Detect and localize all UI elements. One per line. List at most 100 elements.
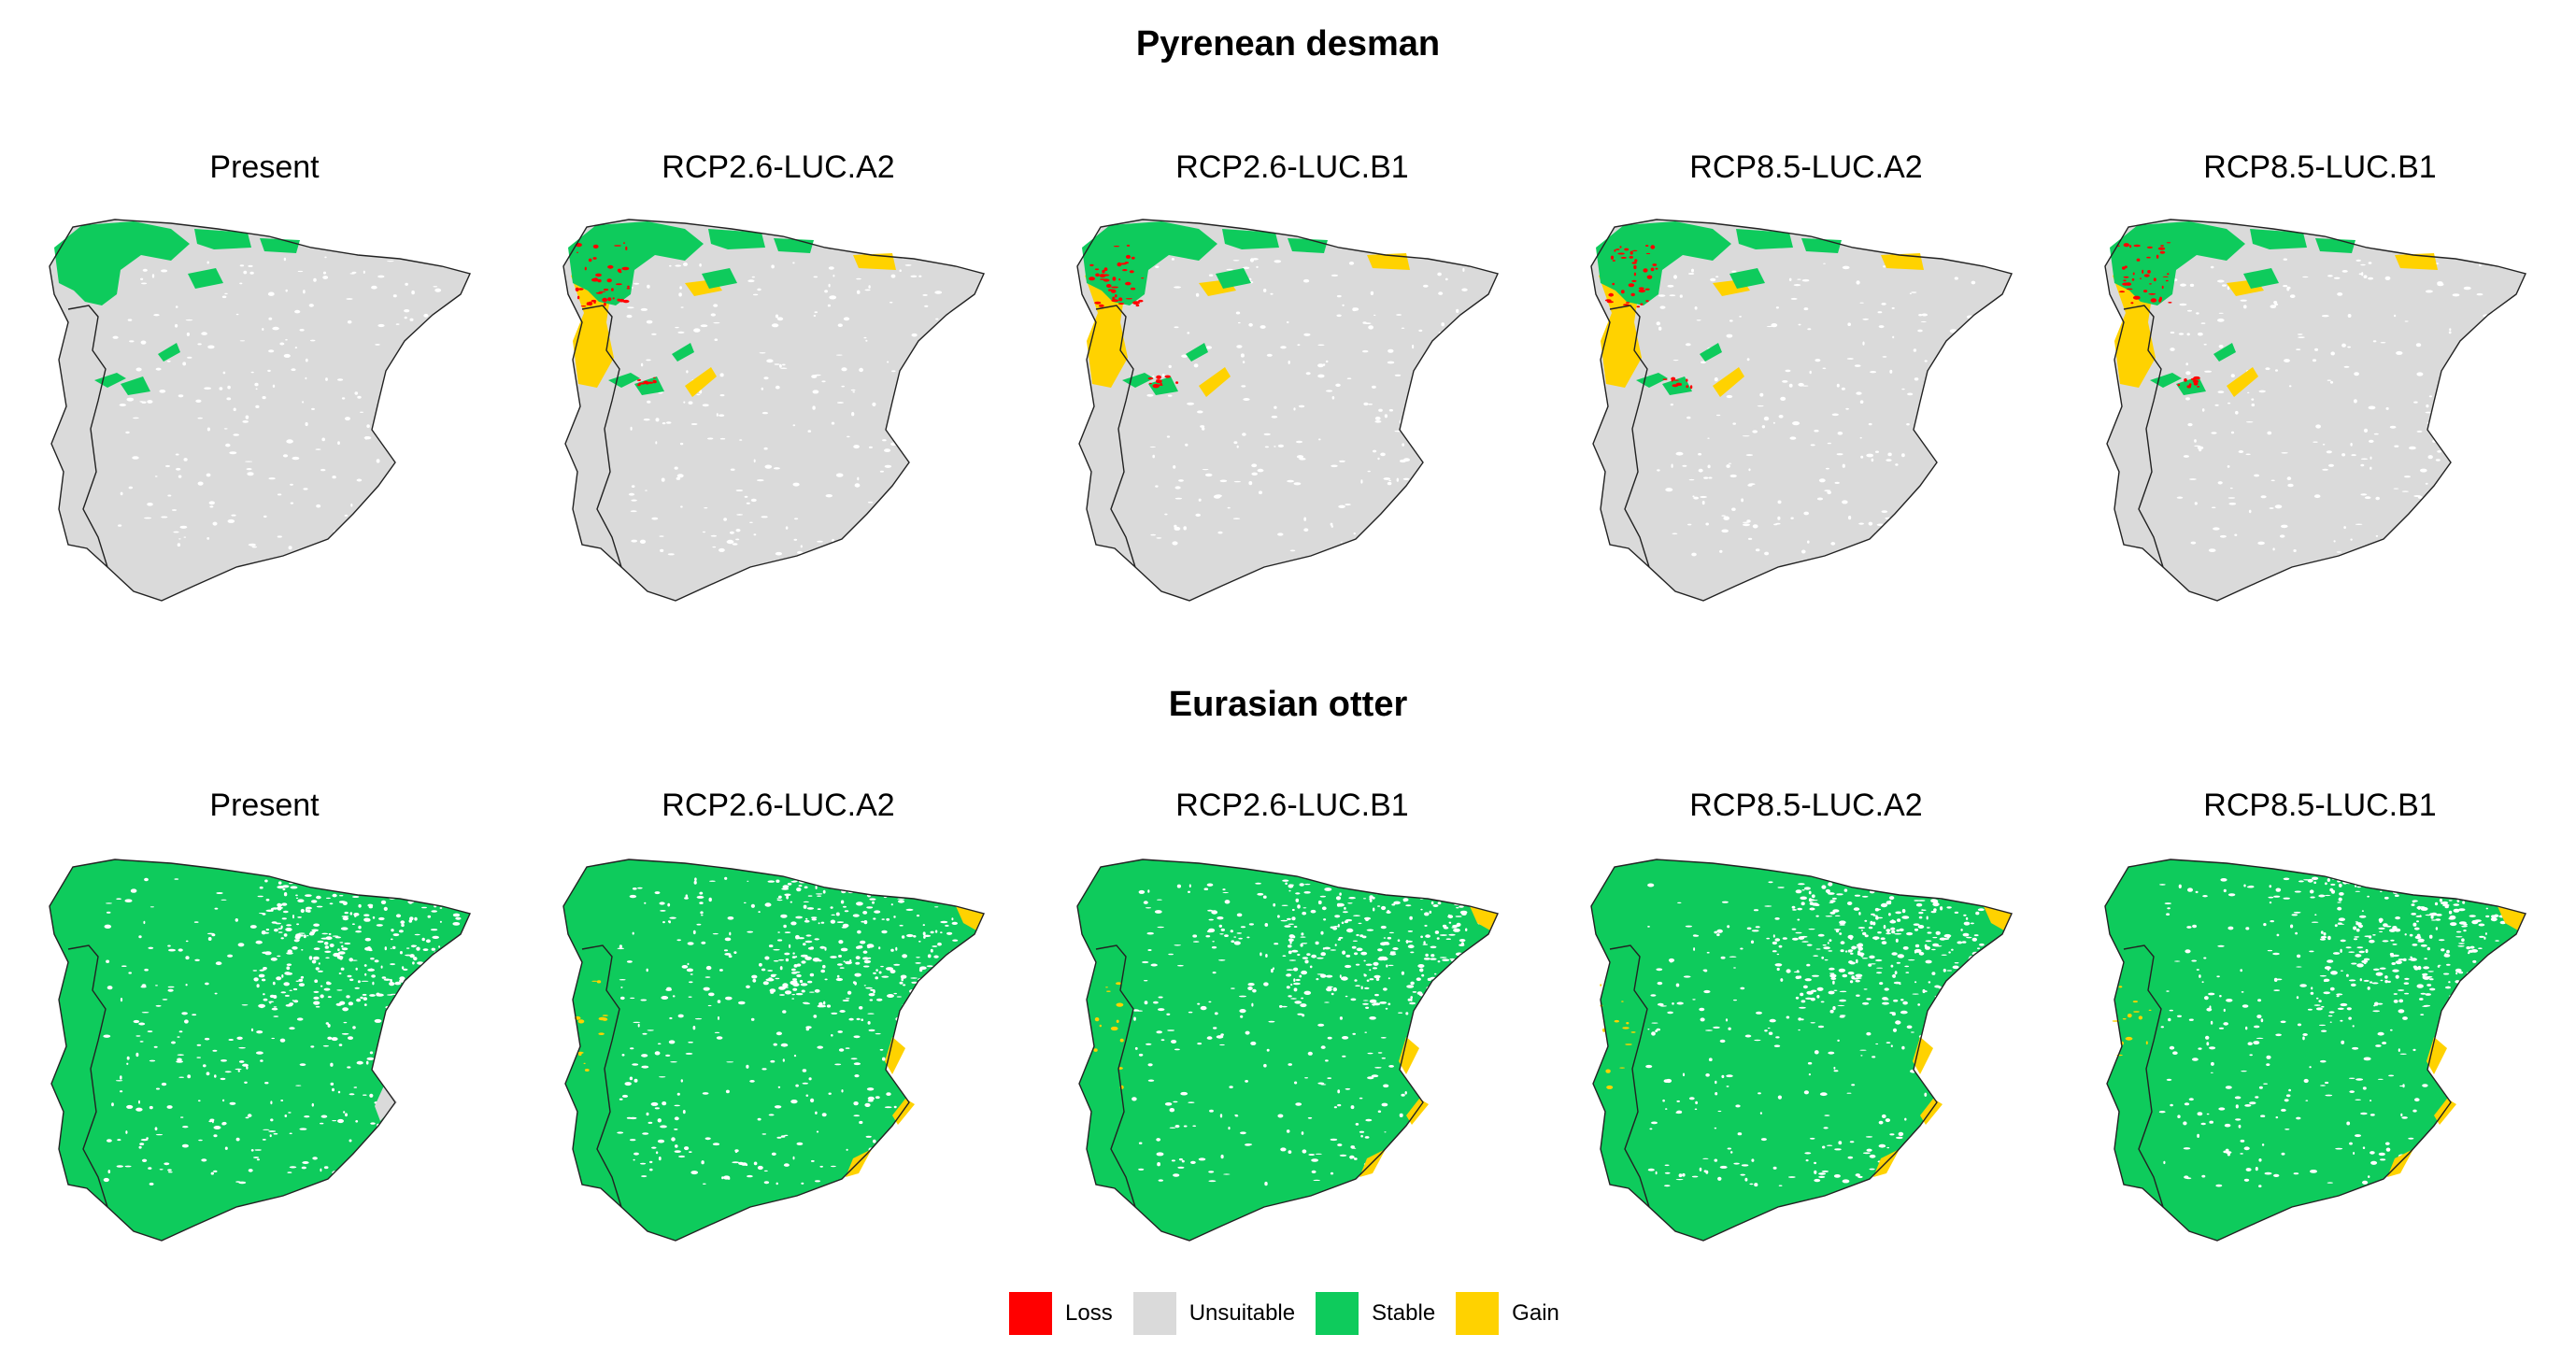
loss-swatch [1009,1292,1052,1335]
stable-area [2250,229,2307,249]
coastline [1076,219,1499,602]
stable-area [568,221,704,305]
legend-label: Unsuitable [1188,1300,1296,1326]
legend-label: Loss [1065,1300,1113,1326]
country-border [1609,305,1650,568]
stable-area [2213,343,2236,362]
section-title-otter: Eurasian otter [1168,685,1408,724]
country-border [1095,944,1136,1208]
legend-label: Gain [1512,1300,1559,1326]
habitat-gaps [1280,877,1471,1010]
map-otter-rcp85-b1 [2104,859,2526,1242]
gain-area [1093,982,1124,1089]
stable-area [188,268,223,289]
panel-title: RCP2.6-LUC.B1 [1175,149,1409,185]
stable-area [260,238,300,253]
coastline [1590,219,2013,602]
panel-title: Present [209,149,320,185]
gain-area [1367,253,1410,270]
section-title-desman: Pyrenean desman [1135,24,1441,64]
stable-area [672,343,694,362]
stable-area [1222,229,1279,249]
legend-item-stable: Stable [1316,1292,1435,1335]
coastline [562,859,985,1242]
country-border [2123,944,2164,1208]
panel-title: RCP8.5-LUC.B1 [2203,149,2437,185]
gain-area [853,253,896,270]
country-border [581,944,622,1208]
legend-item-gain: Gain [1456,1292,1559,1335]
stable-area [2110,221,2245,305]
habitat-gaps [1131,879,1490,1186]
coastline [49,219,471,602]
gain-area [1199,367,1231,397]
unsuitable-area [1077,220,1498,601]
legend-item-unsuitable: Unsuitable [1132,1292,1296,1335]
stable-area [1288,238,1328,253]
unsuitable-gaps [626,255,967,557]
stable-area [708,229,765,249]
unsuitable-area [1591,220,2012,601]
loss-area [575,242,631,307]
habitat-gaps [103,877,463,1187]
panel-title: RCP2.6-LUC.A2 [662,788,895,823]
stable-area [1077,859,1498,1241]
stable-area [702,268,737,289]
gain-area [2395,253,2438,270]
coastline [2104,859,2526,1242]
map-desman-rcp26-a2 [562,219,985,602]
gain-swatch [1456,1292,1500,1335]
gain-area [1881,253,1924,270]
panel-title: RCP8.5-LUC.A2 [1689,149,1923,185]
gain-area [1713,367,1744,397]
coastline [49,859,471,1242]
stable-area [2243,268,2279,289]
stable-area [194,229,251,249]
map-desman-rcp26-b1 [1076,219,1499,602]
stable-area [1700,343,1722,362]
stable-area [1801,238,1842,253]
coastline [2104,219,2526,602]
loss-area [2117,242,2172,305]
map-otter-rcp85-a2 [1590,859,2013,1242]
legend-label: Stable [1372,1300,1436,1326]
country-border [2123,305,2164,568]
country-border [1095,305,1136,568]
stable-area [774,238,814,253]
unsuitable-gaps [112,256,454,557]
map-desman-rcp85-b1 [2104,219,2526,602]
legend-item-loss: Loss [1009,1292,1113,1335]
loss-area [1089,244,1145,307]
panel-title: RCP2.6-LUC.B1 [1175,788,1409,823]
country-border [67,944,108,1208]
stable-area [1216,268,1251,289]
gain-area [885,1037,905,1074]
unsuitable-area [2105,220,2526,601]
map-otter-present [49,859,471,1242]
stable-area [50,859,470,1241]
stable-area [634,376,664,395]
country-border [581,305,622,568]
gain-area [2427,1037,2447,1074]
coastline [562,219,985,602]
habitat-gaps [617,876,975,1186]
panel-title: Present [209,788,320,823]
stable-area [1736,229,1793,249]
country-border [1609,944,1650,1208]
map-desman-rcp85-a2 [1590,219,2013,602]
unsuitable-area [375,1086,397,1121]
stable-swatch [1316,1292,1359,1335]
habitat-gaps [2309,876,2500,1011]
unsuitable-swatch [1132,1292,1176,1335]
stable-area [2105,859,2526,1241]
legend: Loss Unsuitable Stable Gain [1009,1291,1580,1336]
stable-area [563,859,984,1241]
stable-area [1148,376,1178,395]
loss-area [2177,376,2200,389]
gain-area [2112,986,2152,1057]
country-border [67,305,108,568]
panel-title: RCP2.6-LUC.A2 [662,149,895,185]
gain-area [685,367,717,397]
unsuitable-gaps [1146,256,1476,555]
habitat-gaps [1793,878,1987,1010]
